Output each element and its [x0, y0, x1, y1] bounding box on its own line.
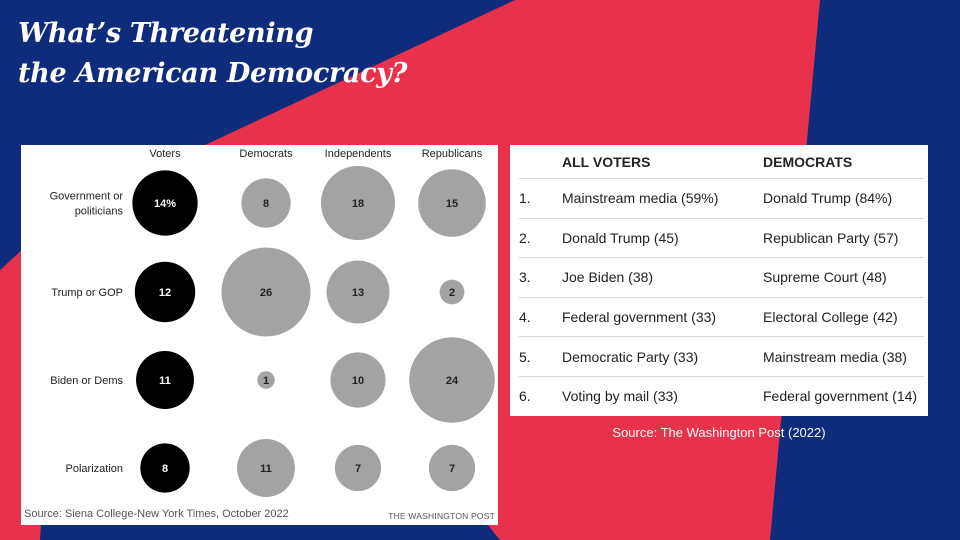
row-label: Government or politicians [50, 191, 124, 218]
table-row: 6. Voting by mail (33) Federal government … [519, 376, 924, 415]
bubble-value-label: 15 [446, 198, 458, 210]
column-header: Democrats [239, 148, 293, 160]
row-label: Polarization [66, 463, 123, 475]
column-header: Voters [149, 148, 181, 160]
all-voters-cell: Donald Trump (45) [562, 218, 763, 259]
bubble [257, 371, 275, 389]
democrats-cell: Electoral College (42) [763, 297, 924, 338]
threats-table: ALL VOTERS DEMOCRATS 1. Mainstream media … [519, 145, 924, 416]
table-row: 5. Democratic Party (33) Mainstream media … [519, 336, 924, 377]
bubble [439, 279, 465, 305]
table-row: 1. Mainstream media (59%) Donald Trump (84… [519, 178, 924, 219]
rank-cell: 3. [519, 257, 562, 298]
bubble [241, 178, 291, 228]
bubble [326, 260, 390, 324]
chart-credit: THE WASHINGTON POST [388, 511, 495, 521]
row-label: Biden or Dems [50, 375, 123, 387]
bubble-value-label: 11 [260, 463, 272, 475]
rank-cell: 2. [519, 218, 562, 259]
bubble [330, 352, 386, 408]
bubble [409, 337, 495, 423]
rank-cell: 5. [519, 336, 562, 377]
page-title: What’s Threatening the American Democrac… [18, 14, 408, 94]
title-line-2: the American Democracy? [18, 58, 408, 89]
bubble-value-label: 7 [355, 463, 361, 475]
column-header: Republicans [422, 148, 483, 160]
table-row: 4. Federal government (33) Electoral Colle… [519, 297, 924, 338]
bubble-value-label: 13 [352, 287, 364, 299]
bubble-value-label: 12 [159, 287, 171, 299]
all-voters-cell: Democratic Party (33) [562, 336, 763, 377]
rank-cell: 4. [519, 297, 562, 338]
bubble-value-label: 1 [263, 375, 269, 387]
table-row: 2. Donald Trump (45) Republican Party (57) [519, 218, 924, 259]
bubble-value-label: 11 [159, 375, 171, 387]
chart-source: Source: Siena College-New York Times, Oc… [24, 508, 289, 520]
all-voters-cell: Voting by mail (33) [562, 388, 678, 405]
bubble-value-label: 24 [446, 375, 459, 387]
democrats-cell: Republican Party (57) [763, 218, 924, 259]
title-line-1: What’s Threatening [18, 18, 314, 49]
threats-table-panel: ALL VOTERS DEMOCRATS 1. Mainstream media … [510, 145, 928, 416]
table-header-row: ALL VOTERS DEMOCRATS [519, 145, 924, 179]
all-voters-cell: Joe Biden (38) [562, 257, 763, 298]
bubble-value-label: 2 [449, 287, 455, 299]
bubble-value-label: 8 [162, 463, 168, 475]
democrats-cell: Federal government (14) [763, 388, 918, 405]
bubble [320, 165, 396, 241]
bubble-chart: Voters Democrats Independents Republicans Go… [50, 148, 495, 497]
bubble [136, 351, 194, 409]
bubble [334, 444, 382, 492]
header-democrats: DEMOCRATS [763, 145, 924, 179]
bubble [134, 261, 196, 323]
bubble-value-label: 14% [154, 198, 176, 210]
democrats-cell: Mainstream media (38) [763, 336, 924, 377]
table-body: 1. Mainstream media (59%) Donald Trump (84… [519, 178, 924, 416]
bubble-value-label: 26 [260, 287, 272, 299]
rank-cell: 1. [519, 178, 562, 219]
bubble-value-label: 10 [352, 375, 364, 387]
bubble [132, 170, 198, 236]
header-rank [519, 145, 562, 179]
table-row: 3. Joe Biden (38) Supreme Court (48) [519, 257, 924, 298]
bubble-chart-panel: Voters Democrats Independents Republicans Go… [21, 145, 498, 525]
header-all-voters: ALL VOTERS [562, 145, 763, 179]
all-voters-cell: Federal government (33) [562, 297, 763, 338]
bubble [237, 439, 295, 497]
row-label: Trump or GOP [51, 287, 123, 299]
bubble [221, 247, 311, 337]
table-source: Source: The Washington Post (2022) [612, 425, 826, 440]
bubble [428, 444, 476, 492]
bubble-value-label: 8 [263, 198, 269, 210]
bubble [418, 169, 486, 237]
column-header: Independents [325, 148, 392, 160]
bubble-value-label: 7 [449, 463, 455, 475]
bubble-value-label: 18 [352, 198, 364, 210]
democrats-cell: Supreme Court (48) [763, 257, 924, 298]
all-voters-cell: Mainstream media (59%) [562, 178, 763, 219]
bubble [140, 443, 190, 493]
democrats-cell: Donald Trump (84%) [763, 178, 924, 219]
rank-cell: 6. [519, 388, 531, 405]
